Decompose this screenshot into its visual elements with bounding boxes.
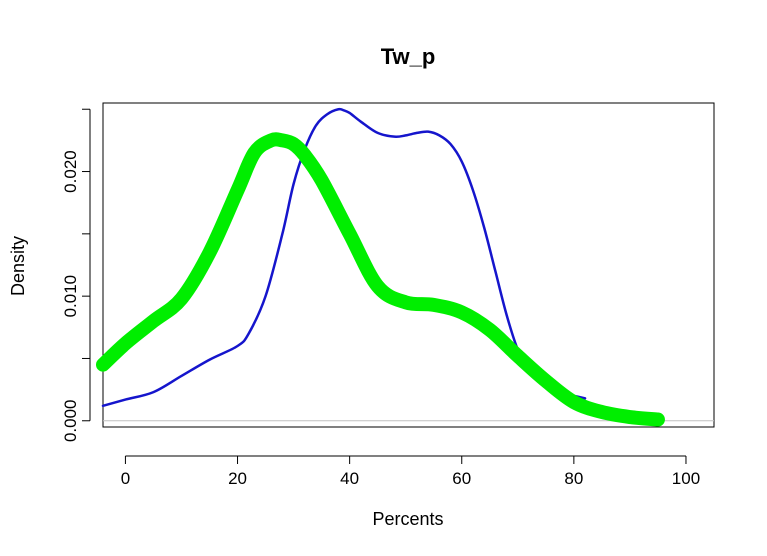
y-tick-label: 0.000 (61, 399, 80, 442)
x-tick-label: 0 (121, 469, 130, 488)
series-line-2 (96, 132, 665, 427)
y-axis-label: Density (8, 236, 28, 296)
x-tick-label: 60 (452, 469, 471, 488)
x-tick-label: 40 (340, 469, 359, 488)
x-tick-label: 80 (564, 469, 583, 488)
x-tick-label: 100 (672, 469, 700, 488)
series-layer (96, 107, 665, 427)
chart-title: Tw_p (381, 44, 436, 69)
y-tick-label: 0.010 (61, 275, 80, 318)
x-tick-label: 20 (228, 469, 247, 488)
y-axis: 0.000 0.010 0.020 (61, 108, 91, 442)
y-tick-label: 0.020 (61, 150, 80, 193)
plot-box (102, 102, 715, 428)
x-axis-label: Percents (372, 509, 443, 529)
x-axis: 0 20 40 60 80 100 (121, 455, 700, 488)
series-line-1 (101, 107, 587, 408)
